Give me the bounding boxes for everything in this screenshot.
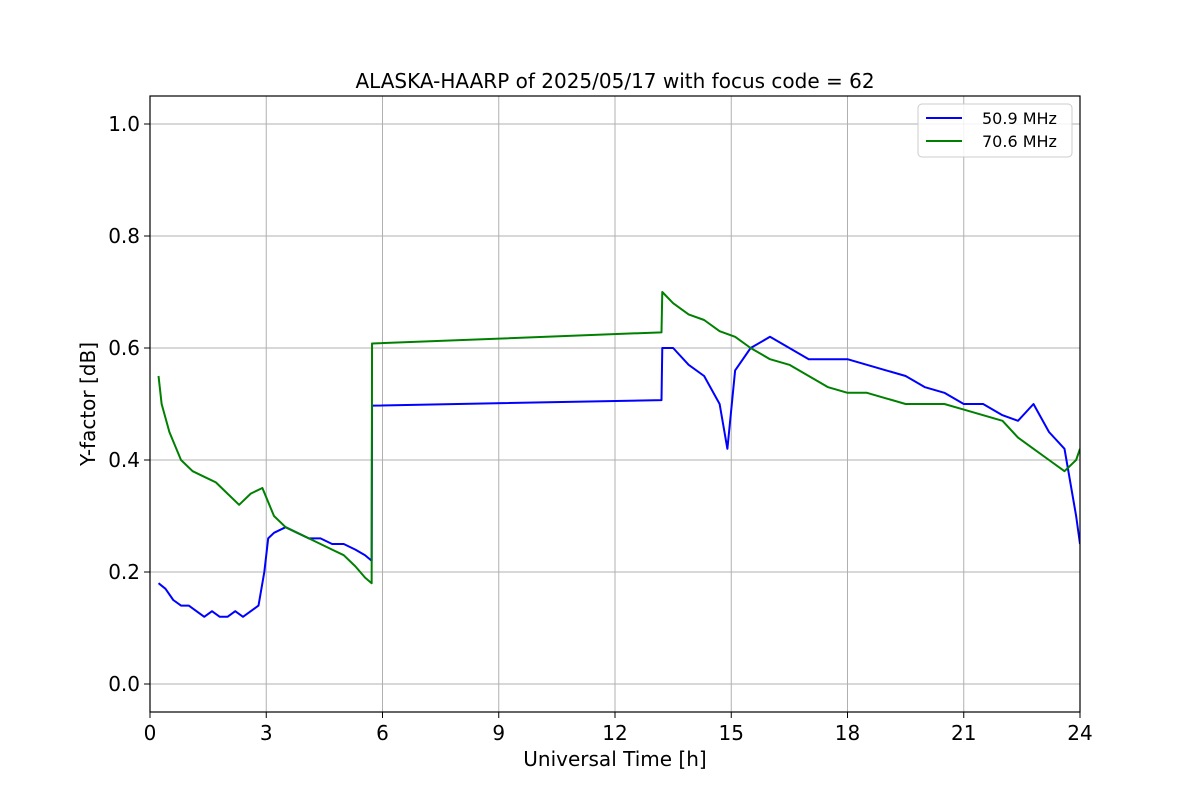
x-tick-label: 3 xyxy=(260,721,273,745)
series-line-0 xyxy=(157,335,1080,618)
x-tick-label: 12 xyxy=(602,721,627,745)
series-layer xyxy=(157,291,1080,618)
x-tick-label: 6 xyxy=(376,721,389,745)
y-tick-label: 0.6 xyxy=(108,336,140,360)
legend-label-50-9: 50.9 MHz xyxy=(982,109,1057,128)
x-tick-label: 0 xyxy=(144,721,157,745)
x-tick-label: 18 xyxy=(835,721,860,745)
chart-title: ALASKA-HAARP of 2025/05/17 with focus co… xyxy=(355,69,874,93)
x-tick-label: 9 xyxy=(492,721,505,745)
y-tick-label: 0.0 xyxy=(108,672,140,696)
y-tick-label: 0.4 xyxy=(108,448,140,472)
y-axis: 0.0 0.2 0.4 0.6 0.8 1.0 xyxy=(108,112,150,696)
x-tick-label: 21 xyxy=(951,721,976,745)
y-axis-label: Y-factor [dB] xyxy=(76,342,100,467)
y-tick-label: 0.8 xyxy=(108,224,140,248)
x-tick-label: 24 xyxy=(1067,721,1092,745)
y-tick-label: 0.2 xyxy=(108,560,140,584)
x-axis-label: Universal Time [h] xyxy=(523,747,706,771)
y-tick-label: 1.0 xyxy=(108,112,140,136)
x-axis: 0 3 6 9 12 15 18 21 24 xyxy=(144,712,1093,745)
x-tick-label: 15 xyxy=(719,721,744,745)
series-line-1 xyxy=(157,291,1080,585)
legend: 50.9 MHz 70.6 MHz xyxy=(917,103,1073,158)
legend-label-70-6: 70.6 MHz xyxy=(982,132,1057,151)
